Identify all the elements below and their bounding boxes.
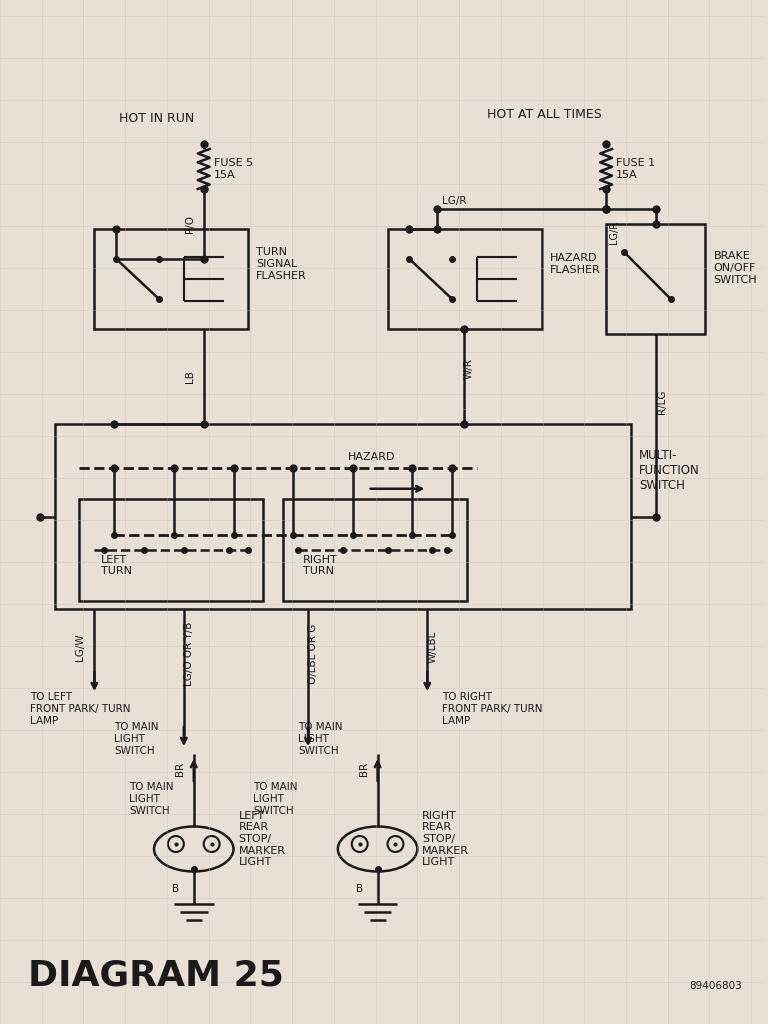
Text: O/LBL OR G: O/LBL OR G	[308, 624, 318, 684]
Text: LG/W: LG/W	[75, 633, 85, 660]
Text: RIGHT
REAR
STOP/
MARKER
LIGHT: RIGHT REAR STOP/ MARKER LIGHT	[422, 811, 469, 867]
Text: HOT AT ALL TIMES: HOT AT ALL TIMES	[487, 108, 601, 121]
Text: MULTI-
FUNCTION
SWITCH: MULTI- FUNCTION SWITCH	[639, 449, 700, 492]
Text: W/LBL: W/LBL	[427, 631, 437, 664]
Text: R/LG: R/LG	[657, 390, 667, 415]
Bar	[283, 500, 467, 601]
Text: LB: LB	[185, 371, 195, 383]
Text: P/O: P/O	[185, 215, 195, 233]
Text: BR: BR	[359, 762, 369, 776]
Text: DIAGRAM 25: DIAGRAM 25	[28, 959, 283, 993]
Text: TO MAIN
LIGHT
SWITCH: TO MAIN LIGHT SWITCH	[114, 722, 159, 756]
Text: HAZARD: HAZARD	[348, 453, 396, 462]
Text: FUSE 1
15A: FUSE 1 15A	[616, 158, 655, 180]
Text: TO RIGHT
FRONT PARK/ TURN
LAMP: TO RIGHT FRONT PARK/ TURN LAMP	[442, 692, 543, 726]
Text: B: B	[172, 884, 179, 894]
Text: HAZARD
FLASHER: HAZARD FLASHER	[549, 253, 601, 274]
Text: LG/R: LG/R	[609, 220, 619, 244]
Bar	[55, 424, 631, 609]
Text: TO MAIN
LIGHT
SWITCH: TO MAIN LIGHT SWITCH	[298, 722, 343, 756]
Bar	[388, 229, 541, 329]
Text: W/R: W/R	[464, 358, 474, 380]
Bar	[606, 224, 706, 334]
Text: TO MAIN
LIGHT
SWITCH: TO MAIN LIGHT SWITCH	[253, 782, 298, 815]
Text: TO LEFT
FRONT PARK/ TURN
LAMP: TO LEFT FRONT PARK/ TURN LAMP	[30, 692, 131, 726]
Bar	[80, 500, 263, 601]
Text: LG/O OR Y/B: LG/O OR Y/B	[184, 622, 194, 686]
Text: FUSE 5
15A: FUSE 5 15A	[214, 158, 253, 180]
Text: LG/R: LG/R	[442, 196, 467, 206]
Text: BRAKE
ON/OFF
SWITCH: BRAKE ON/OFF SWITCH	[713, 252, 757, 285]
Text: BR: BR	[175, 762, 185, 776]
Text: TO MAIN
LIGHT
SWITCH: TO MAIN LIGHT SWITCH	[129, 782, 174, 815]
Text: LEFT
REAR
STOP/
MARKER
LIGHT: LEFT REAR STOP/ MARKER LIGHT	[239, 811, 286, 867]
Text: 89406803: 89406803	[689, 981, 742, 991]
Text: RIGHT
TURN: RIGHT TURN	[303, 555, 337, 577]
Text: TURN
SIGNAL
FLASHER: TURN SIGNAL FLASHER	[257, 248, 307, 281]
Text: LEFT
TURN: LEFT TURN	[101, 555, 132, 577]
Text: B: B	[356, 884, 362, 894]
Bar	[94, 229, 248, 329]
Text: HOT IN RUN: HOT IN RUN	[119, 113, 194, 126]
